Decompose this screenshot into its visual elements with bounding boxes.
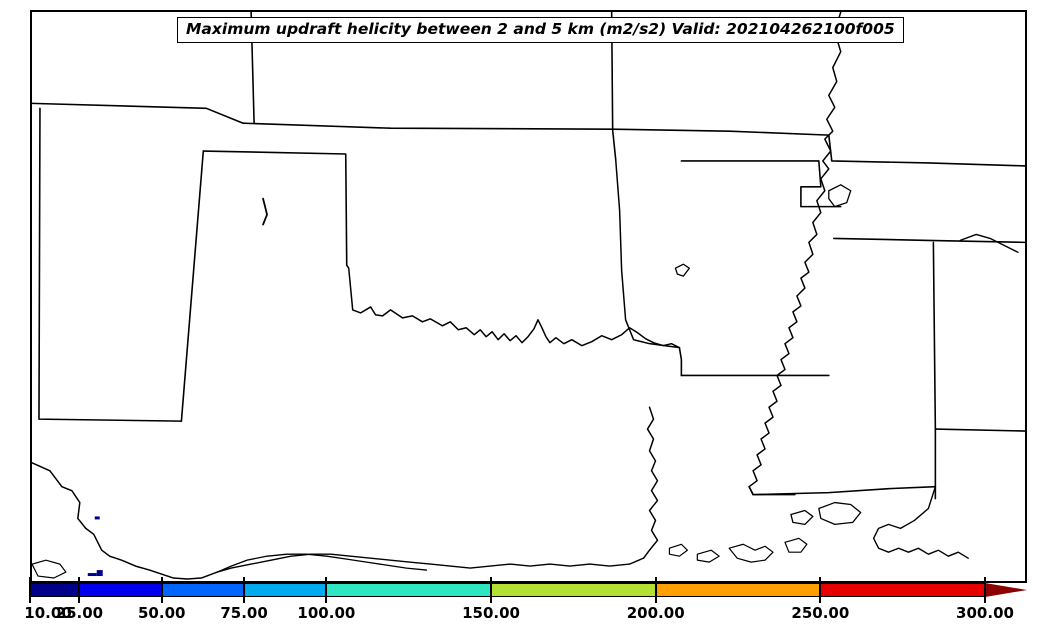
border-ks-mo: [610, 128, 1025, 167]
border-ok-tx-red-river: [347, 267, 681, 349]
border-ks-ok-east: [610, 12, 617, 160]
border-nm-tx-panhandle-north: [202, 150, 348, 267]
border-nm-south: [38, 107, 183, 422]
colorbar-tick-label: 75.00: [220, 604, 268, 622]
border-co-nm-ok-ks: [32, 102, 613, 130]
colorbar-over-arrow: [985, 583, 1027, 597]
coastline-gulf-bulge: [216, 553, 428, 573]
colorbar: [30, 583, 1027, 597]
coastline-louisiana-delta: [872, 485, 969, 559]
map-axes: Maximum updraft helicity between 2 and 5…: [30, 10, 1027, 583]
lake-pontchartrain: [818, 501, 862, 526]
colorbar-tick: [78, 577, 81, 603]
colorbar-tick-label: 100.00: [297, 604, 356, 622]
data-pixel: [96, 570, 103, 577]
colorbar-tick: [819, 577, 822, 603]
colorbar-tick: [243, 577, 246, 603]
colorbar-tick-label: 50.00: [137, 604, 186, 622]
bay-galveston: [668, 543, 688, 557]
map-title-box: Maximum updraft helicity between 2 and 5…: [177, 17, 904, 44]
border-mo-ar-bootheel: [680, 160, 842, 208]
colorbar-segment: [491, 584, 656, 596]
bay-gulf-2: [784, 537, 808, 553]
colorbar-tick-label: 200.00: [626, 604, 685, 622]
border-al-ga: [934, 428, 1025, 432]
data-pixel: [94, 516, 100, 520]
coastline-texas-gulf: [216, 553, 645, 573]
colorbar-tick: [490, 577, 493, 603]
state-border-lines: [32, 12, 1025, 580]
lake-maurepas: [790, 509, 814, 526]
river-mississippi: [748, 12, 842, 496]
lake-arkansas: [674, 263, 690, 277]
bay-gulf-1: [696, 549, 720, 563]
colorbar-segment: [244, 584, 327, 596]
river-pecos-upper: [262, 197, 268, 226]
map-geography: [32, 12, 1025, 580]
border-nm-tx-east: [180, 150, 205, 422]
colorbar-tick-label: 150.00: [462, 604, 520, 622]
helicity-data-pixels: [87, 516, 103, 577]
map-title-text: Maximum updraft helicity between 2 and 5…: [186, 20, 895, 38]
colorbar-tick-label: 25.00: [55, 604, 104, 622]
colorbar-segment: [326, 584, 492, 596]
river-tennessee: [959, 233, 1019, 254]
border-la-ms-south: [748, 485, 937, 496]
border-ok-ar-line: [614, 158, 681, 349]
colorbar-tick: [160, 577, 163, 603]
laguna-madre: [32, 559, 67, 579]
colorbar-tick: [325, 577, 328, 603]
bay-vermilion: [728, 543, 774, 563]
colorbar-segment: [655, 584, 820, 596]
colorbar-segment: [80, 584, 163, 596]
colorbar-segment: [819, 584, 985, 596]
colorbar-segment: [31, 584, 81, 596]
colorbar-tick-label: 10.00: [24, 604, 72, 622]
data-pixel: [87, 573, 97, 577]
border-ms-al: [932, 241, 937, 500]
colorbar-segment: [162, 584, 245, 596]
river-rio-grande: [32, 462, 219, 580]
border-tn-ms-al: [832, 237, 1025, 244]
colorbar-tick: [29, 577, 31, 603]
colorbar-tick-label: 250.00: [791, 604, 850, 622]
colorbar-strip: [30, 583, 985, 597]
colorbar-tick: [654, 577, 657, 603]
river-sabine: [642, 406, 659, 559]
colorbar-tick-labels: 10.00 25.00 50.00 75.00 100.00 150.00 200.00 25…: [0, 604, 1037, 628]
river-kentucky-bend: [828, 184, 852, 208]
colorbar-tick-label: 300.00: [956, 604, 1014, 622]
colorbar-tick: [984, 577, 986, 603]
border-tx-ar-west: [678, 346, 683, 377]
